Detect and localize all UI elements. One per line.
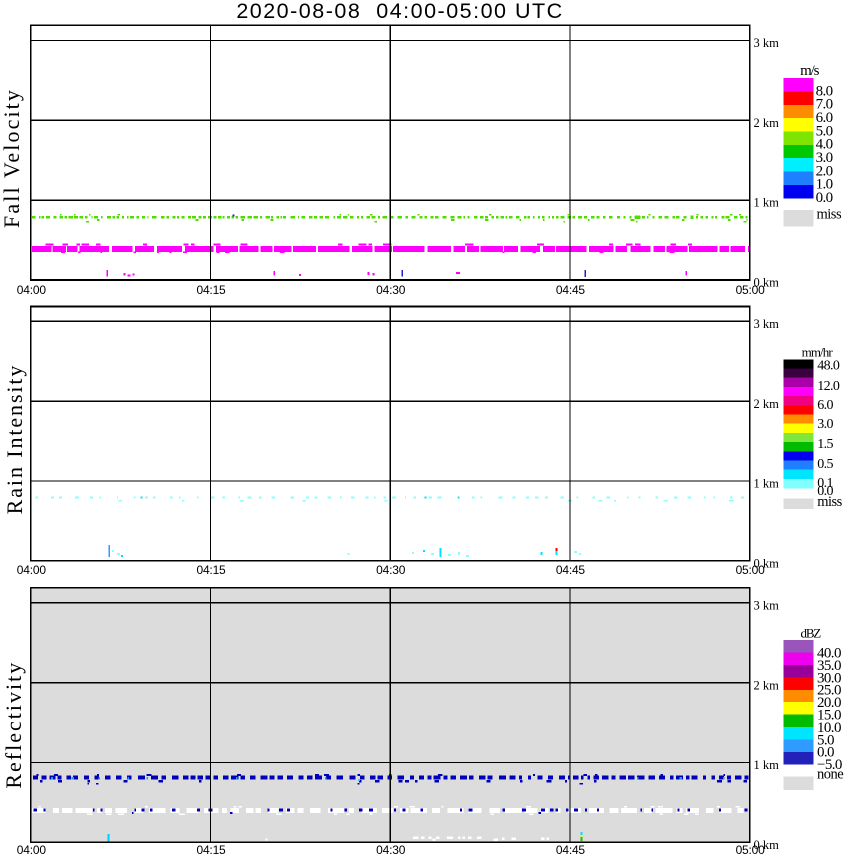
- svg-text:04:15: 04:15: [196, 563, 226, 577]
- svg-text:2 km: 2 km: [754, 678, 780, 692]
- svg-text:04:45: 04:45: [556, 283, 586, 297]
- svg-text:40.0: 40.0: [817, 646, 841, 662]
- svg-text:04:30: 04:30: [376, 283, 406, 297]
- svg-text:0.5: 0.5: [817, 457, 833, 472]
- svg-text:6.0: 6.0: [817, 398, 833, 413]
- svg-text:5.0: 5.0: [816, 123, 833, 139]
- svg-text:0.1: 0.1: [817, 476, 833, 491]
- svg-text:04:30: 04:30: [376, 563, 406, 577]
- svg-text:3 km: 3 km: [754, 598, 780, 612]
- svg-text:miss: miss: [817, 206, 842, 222]
- svg-text:12.0: 12.0: [817, 379, 840, 394]
- svg-text:25.0: 25.0: [817, 683, 841, 699]
- svg-text:48.0: 48.0: [817, 359, 840, 374]
- svg-text:30.0: 30.0: [817, 670, 841, 686]
- svg-text:3.0: 3.0: [816, 150, 833, 166]
- svg-text:2 km: 2 km: [754, 116, 780, 130]
- svg-text:4.0: 4.0: [816, 137, 833, 153]
- svg-text:04:00: 04:00: [17, 283, 47, 297]
- svg-text:04:30: 04:30: [376, 843, 406, 857]
- svg-text:5.0: 5.0: [817, 732, 834, 748]
- svg-text:6.0: 6.0: [816, 110, 833, 126]
- svg-text:3 km: 3 km: [754, 36, 780, 50]
- svg-text:35.0: 35.0: [817, 658, 841, 674]
- svg-text:2 km: 2 km: [754, 397, 780, 411]
- svg-text:04:00: 04:00: [17, 843, 47, 857]
- svg-text:1 km: 1 km: [754, 758, 780, 772]
- svg-text:Reflectivity: Reflectivity: [1, 661, 26, 789]
- svg-text:0.0: 0.0: [817, 484, 833, 499]
- svg-text:1 km: 1 km: [754, 477, 780, 491]
- svg-text:10.0: 10.0: [817, 720, 841, 736]
- svg-text:0.0: 0.0: [817, 745, 834, 761]
- svg-text:04:00: 04:00: [17, 563, 47, 577]
- svg-text:04:45: 04:45: [556, 843, 586, 857]
- svg-text:05:00: 05:00: [736, 283, 766, 297]
- svg-text:04:15: 04:15: [196, 283, 226, 297]
- svg-text:1.0: 1.0: [816, 177, 833, 193]
- svg-text:0 km: 0 km: [754, 276, 780, 290]
- svg-text:2.0: 2.0: [816, 163, 833, 179]
- svg-text:m/s: m/s: [800, 63, 819, 79]
- svg-text:04:45: 04:45: [556, 563, 586, 577]
- svg-text:mm/hr: mm/hr: [802, 344, 834, 359]
- svg-text:Rain Intensity: Rain Intensity: [2, 364, 27, 515]
- svg-text:miss: miss: [817, 494, 842, 510]
- svg-text:05:00: 05:00: [736, 843, 766, 857]
- svg-text:0.0: 0.0: [816, 190, 833, 206]
- svg-text:Fall Velocity: Fall Velocity: [0, 88, 24, 228]
- svg-text:20.0: 20.0: [817, 695, 841, 711]
- svg-text:3 km: 3 km: [754, 317, 780, 331]
- svg-text:3.0: 3.0: [817, 417, 833, 432]
- svg-text:2020-08-08 04:00-05:00 UTC: 2020-08-08 04:00-05:00 UTC: [236, 0, 563, 23]
- svg-text:−5.0: −5.0: [817, 757, 842, 773]
- svg-text:1.5: 1.5: [817, 437, 833, 452]
- svg-text:8.0: 8.0: [816, 83, 833, 99]
- svg-text:none: none: [817, 766, 843, 782]
- svg-text:7.0: 7.0: [816, 97, 833, 113]
- svg-text:0 km: 0 km: [754, 557, 780, 571]
- svg-text:05:00: 05:00: [736, 563, 766, 577]
- svg-text:15.0: 15.0: [817, 708, 841, 724]
- svg-text:1 km: 1 km: [754, 196, 780, 210]
- svg-text:04:15: 04:15: [196, 843, 226, 857]
- svg-text:dBZ: dBZ: [801, 626, 822, 641]
- svg-text:0 km: 0 km: [754, 838, 780, 852]
